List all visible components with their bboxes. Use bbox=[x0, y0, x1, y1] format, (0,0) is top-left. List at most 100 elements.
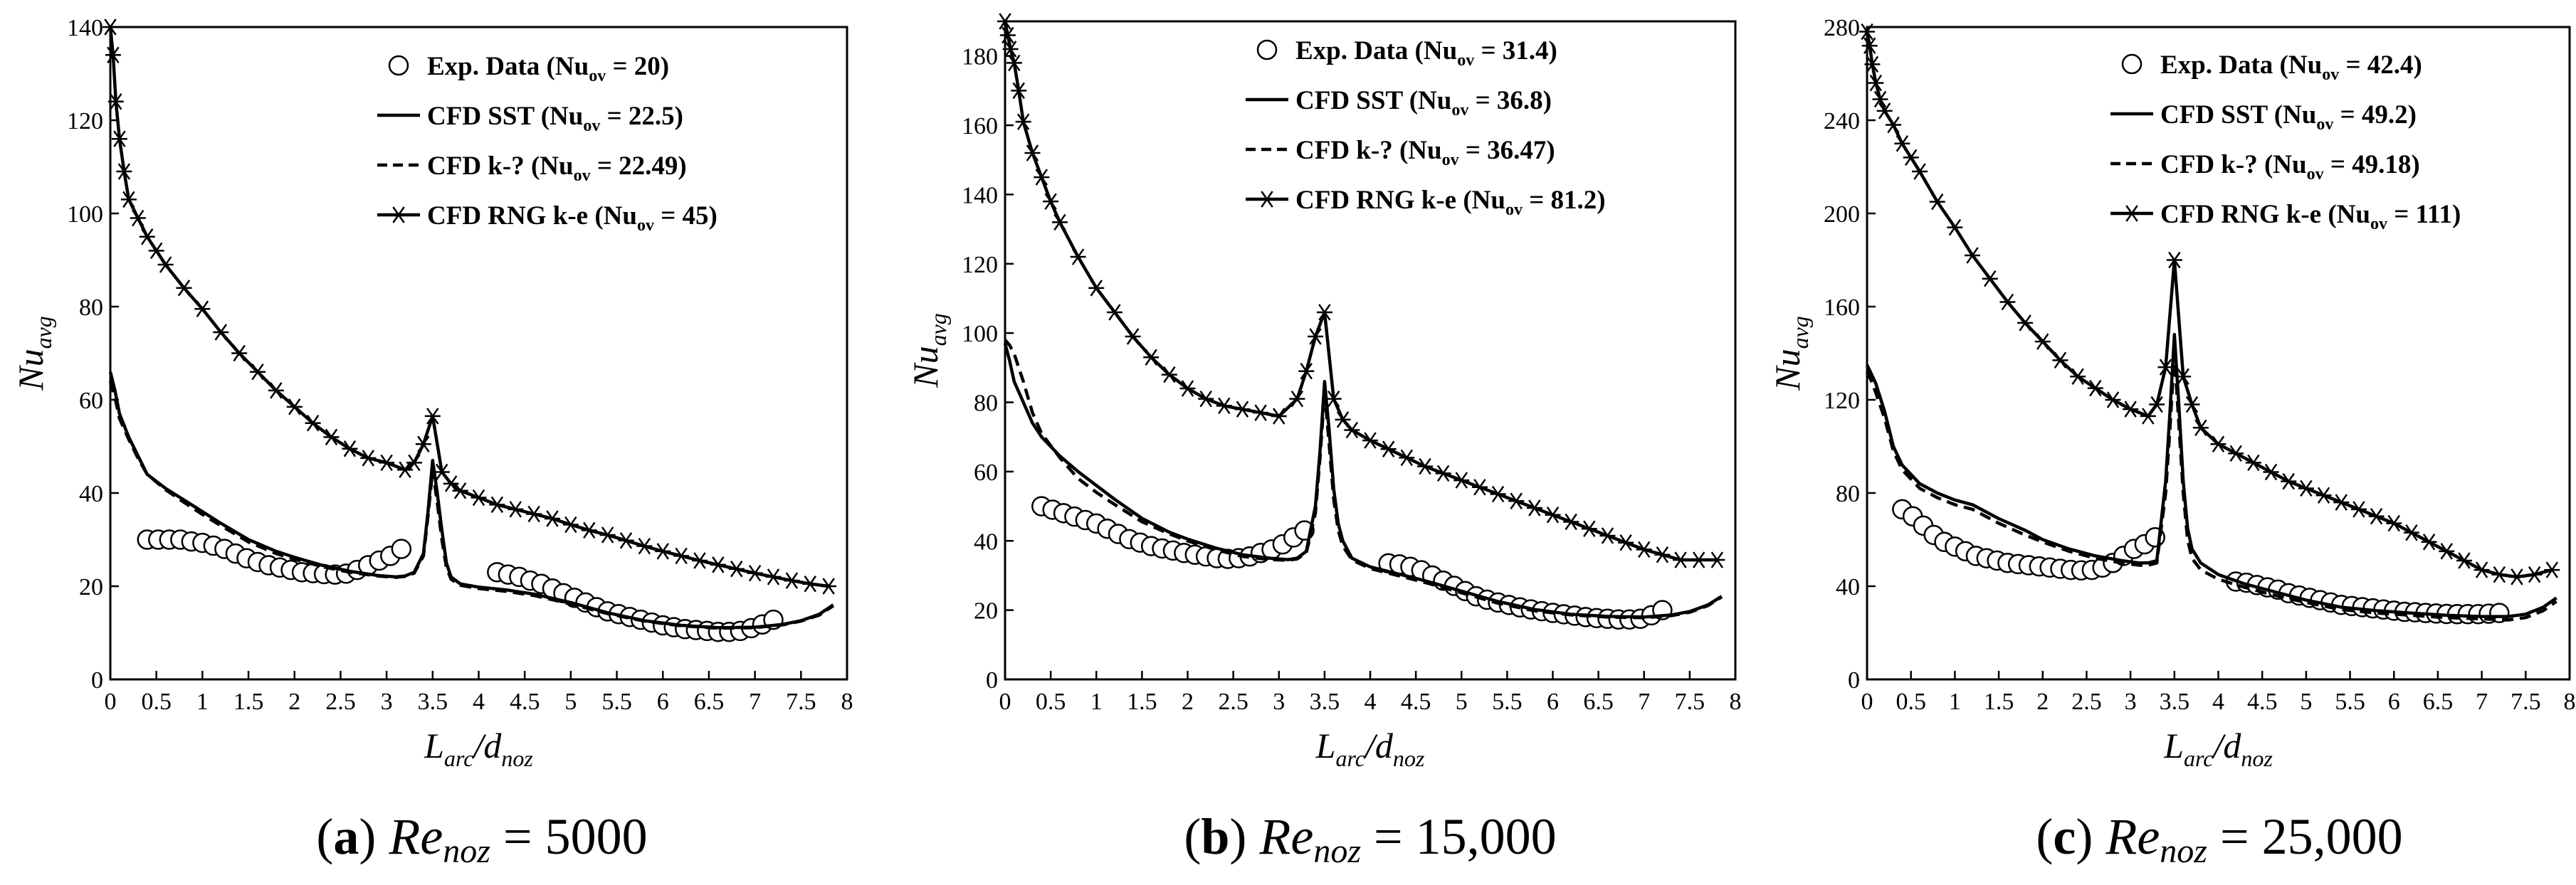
legend-label-nu: Nu bbox=[2288, 51, 2322, 80]
rng-data-point bbox=[1335, 411, 1351, 428]
x-tick-label: 0 bbox=[1861, 689, 1873, 715]
rng-data-point bbox=[1088, 280, 1105, 297]
caption-paren: ) bbox=[359, 808, 389, 865]
y-tick-label: 60 bbox=[974, 460, 998, 486]
series-solid-star bbox=[1859, 23, 2560, 585]
legend-label-nu: Nu bbox=[2337, 200, 2370, 229]
x-tick-label: 3.5 bbox=[2160, 689, 2190, 715]
rng-data-point bbox=[1051, 213, 1068, 231]
legend-label-nu: Nu bbox=[1424, 36, 1457, 65]
x-tick-label: 4 bbox=[473, 689, 485, 715]
series-line bbox=[1003, 343, 1723, 619]
series-solid-star bbox=[102, 18, 837, 595]
rng-data-point bbox=[710, 556, 726, 573]
legend: Exp. Data (Nuov = 20)CFD SST (Nuov = 22.… bbox=[377, 52, 717, 235]
x-tick-label: 0.5 bbox=[1896, 689, 1926, 715]
rng-data-point bbox=[728, 561, 745, 578]
series-dashed bbox=[1004, 339, 1723, 620]
rng-data-point bbox=[1886, 116, 1902, 134]
legend-label-suffix: = 111) bbox=[2387, 200, 2461, 229]
rng-data-point bbox=[1015, 113, 1031, 130]
rng-data-point bbox=[1399, 449, 1415, 467]
legend-label-suffix: = 49.18) bbox=[2324, 150, 2420, 179]
legend-entry: CFD SST (Nuov = 22.5) bbox=[377, 102, 683, 135]
x-tick-label: 4.5 bbox=[510, 689, 540, 715]
legend-label-nu: Nu bbox=[1408, 136, 1441, 165]
x-tick-label: 3 bbox=[2125, 689, 2137, 715]
legend-label-prefix: Exp. Data ( bbox=[1295, 36, 1424, 65]
y-tick-label: 100 bbox=[67, 201, 103, 228]
x-tick-label: 3 bbox=[381, 689, 393, 715]
caption-letter: a bbox=[333, 808, 359, 865]
x-tick-label: 2 bbox=[2036, 689, 2049, 715]
rng-data-point bbox=[1271, 408, 1287, 425]
legend-label-sub: ov bbox=[2316, 115, 2333, 134]
x-tick-label: 7.5 bbox=[2511, 689, 2541, 715]
legend-label-sub: ov bbox=[2370, 215, 2387, 233]
caption-variable: Re bbox=[388, 808, 443, 865]
rng-data-point bbox=[636, 537, 653, 555]
legend-label-suffix: = 45) bbox=[654, 201, 717, 230]
rng-data-point bbox=[2175, 368, 2192, 385]
x-tick-label: 5 bbox=[1456, 689, 1468, 715]
rng-data-point bbox=[1982, 270, 1998, 287]
x-tick-label: 5 bbox=[564, 689, 577, 715]
y-tick-label: 40 bbox=[79, 481, 103, 507]
rng-data-point bbox=[1216, 397, 1232, 415]
y-axis-label: Nuavg bbox=[905, 313, 951, 388]
legend-label: CFD RNG k-e (Nuov = 111) bbox=[2160, 200, 2461, 233]
legend-label-sub: ov bbox=[574, 166, 591, 185]
y-tick-label: 80 bbox=[1836, 481, 1860, 507]
rng-data-point bbox=[545, 510, 560, 527]
legend: Exp. Data (Nuov = 31.4)CFD SST (Nuov = 3… bbox=[1246, 36, 1606, 219]
rng-data-point bbox=[802, 576, 819, 593]
x-tick-label: 7 bbox=[1638, 689, 1650, 715]
legend-label-prefix: CFD SST ( bbox=[427, 102, 550, 131]
legend-label-suffix: = 36.47) bbox=[1459, 136, 1555, 165]
legend-symbol bbox=[388, 55, 409, 76]
rng-data-point bbox=[1416, 457, 1433, 475]
x-tick-label: 3.5 bbox=[418, 689, 448, 715]
legend-label-nu: Nu bbox=[550, 102, 583, 131]
rng-data-point bbox=[1999, 293, 2016, 311]
x-tick-label: 2.5 bbox=[2071, 689, 2102, 715]
rng-data-point bbox=[2421, 534, 2437, 551]
x-tick-label: 4.5 bbox=[2247, 689, 2278, 715]
legend-label-prefix: Exp. Data ( bbox=[2160, 51, 2288, 80]
legend-label: CFD RNG k-e (Nuov = 81.2) bbox=[1295, 186, 1606, 219]
rng-data-point bbox=[765, 568, 782, 585]
rng-data-point bbox=[2228, 445, 2244, 462]
rng-data-point bbox=[1876, 102, 1893, 120]
legend-label-prefix: CFD RNG k-e ( bbox=[427, 201, 604, 230]
rng-data-point bbox=[1965, 247, 1981, 264]
y-tick-label: 140 bbox=[67, 15, 103, 41]
legend-entry: CFD k-? (Nuov = 49.18) bbox=[2110, 150, 2420, 184]
caption-variable: Re bbox=[1258, 808, 1313, 865]
x-axis-label: Larc/dnoz bbox=[424, 726, 533, 771]
legend-symbol bbox=[391, 206, 406, 223]
legend-entry: CFD SST (Nuov = 49.2) bbox=[2110, 100, 2417, 134]
legend-label: CFD SST (Nuov = 49.2) bbox=[2160, 100, 2417, 134]
legend-label-sub: ov bbox=[1505, 201, 1523, 219]
rng-data-point bbox=[1864, 55, 1881, 73]
series-circles bbox=[1031, 496, 1673, 630]
caption-letter: c bbox=[2053, 808, 2076, 865]
rng-data-point bbox=[2439, 543, 2455, 560]
rng-data-point bbox=[784, 572, 800, 589]
x-axis-label-slash: /d bbox=[2211, 726, 2241, 765]
rng-data-point bbox=[424, 408, 441, 425]
legend-label: Exp. Data (Nuov = 31.4) bbox=[1295, 36, 1557, 70]
rng-data-point bbox=[1912, 163, 1928, 180]
rng-data-point bbox=[2210, 435, 2227, 452]
legend-label-nu: Nu bbox=[604, 201, 637, 230]
y-axis-label-sub: avg bbox=[925, 313, 951, 346]
caption-subscript: noz bbox=[1313, 832, 1361, 870]
x-axis-label-sub: noz bbox=[501, 746, 533, 771]
y-tick-label: 40 bbox=[974, 529, 998, 555]
rng-data-point bbox=[1179, 380, 1196, 397]
rng-data-point bbox=[176, 280, 192, 297]
legend-label-sub: ov bbox=[2307, 165, 2324, 184]
x-axis-label-main: L bbox=[2163, 726, 2184, 765]
x-axis-label-sub: arc bbox=[2184, 746, 2213, 771]
rng-data-point bbox=[997, 13, 1013, 30]
